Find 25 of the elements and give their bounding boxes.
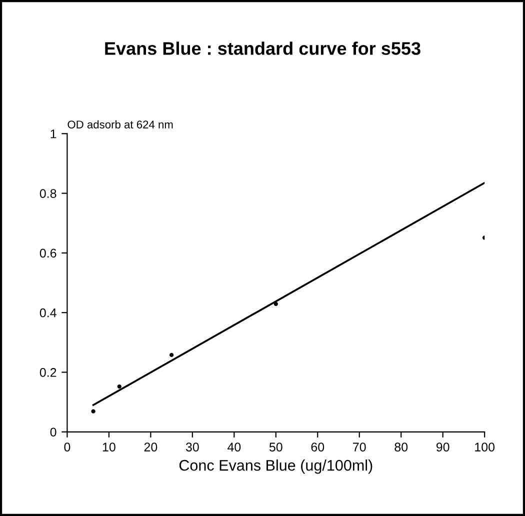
- point: [482, 236, 485, 240]
- x-tick-label: 10: [102, 442, 116, 452]
- x-tick-label: 30: [186, 442, 199, 452]
- x-tick-label: 40: [227, 442, 241, 452]
- point: [169, 352, 174, 358]
- x-tick-label: 80: [394, 442, 408, 452]
- y-tick-label: 1: [50, 130, 56, 138]
- y-axis-title: OD adsorb at 624 nm: [68, 120, 173, 128]
- y-tick-label: 0.2: [40, 368, 56, 377]
- y-tick-label: 0: [50, 428, 56, 437]
- x-tick-label: 20: [144, 442, 158, 452]
- point: [117, 384, 122, 389]
- y-tick-label: 0.4: [40, 308, 56, 318]
- x-axis-title: Conc Evans Blue (ug/100ml): [179, 460, 372, 474]
- x-tick-label: 100: [475, 442, 495, 452]
- x-tick-label: 0: [64, 442, 70, 452]
- point: [91, 409, 96, 414]
- x-tick-label: 90: [436, 442, 450, 452]
- y-tick-label: 0.8: [40, 189, 56, 198]
- y-tick-label: 0.6: [40, 248, 56, 258]
- x-tick-label: 50: [269, 442, 282, 452]
- x-tick-label: 60: [311, 442, 324, 452]
- chart-title: Evans Blue : standard curve for s553: [105, 42, 420, 55]
- point: [274, 302, 278, 306]
- x-tick-label: 70: [353, 442, 366, 452]
